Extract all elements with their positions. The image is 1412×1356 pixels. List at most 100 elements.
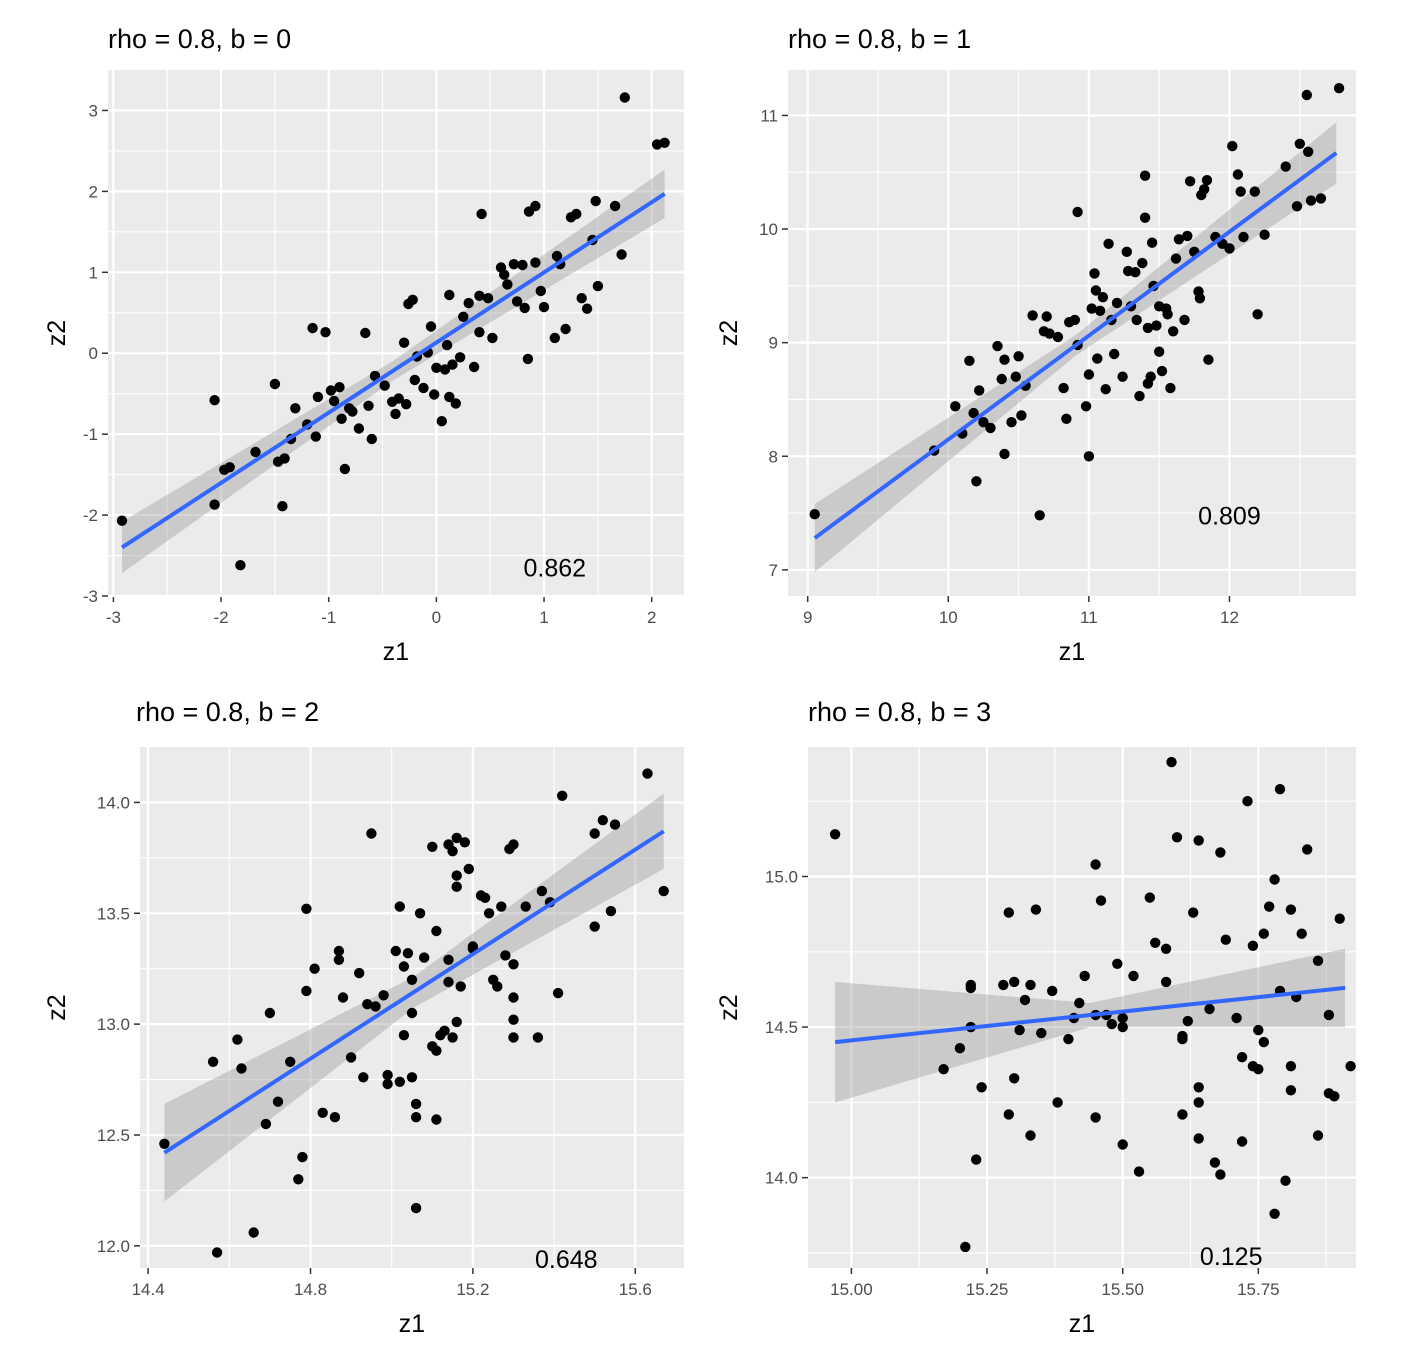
data-point (317, 1107, 328, 1119)
data-point (511, 296, 523, 307)
data-point (1280, 161, 1291, 172)
data-point (427, 841, 438, 852)
data-point (609, 200, 621, 212)
data-point (1389, 907, 1399, 917)
data-point (1160, 976, 1172, 988)
data-point (487, 332, 498, 344)
data-point (1232, 169, 1244, 180)
data-point (536, 885, 548, 897)
data-point (658, 885, 669, 897)
data-point (605, 905, 617, 917)
y-tick-label: 13.0 (97, 1015, 130, 1034)
data-point (1252, 309, 1263, 320)
data-point (1184, 176, 1196, 187)
data-point (1259, 229, 1270, 240)
data-point (1090, 859, 1101, 870)
data-point (535, 285, 546, 297)
y-tick-label: 12.0 (97, 1237, 130, 1256)
data-point (1280, 1175, 1291, 1186)
chart-panel-3: 14.4 14.8 15.2 15.6 12.0 12.5 13.0 13.5 14.0 0.64… (43, 697, 684, 1338)
data-point (1334, 913, 1345, 924)
panel-title: rho = 0.8, b = 2 (136, 697, 319, 727)
data-point (1134, 390, 1145, 402)
x-axis-title: z1 (1059, 638, 1085, 666)
data-point (362, 999, 373, 1010)
data-point (407, 294, 418, 305)
data-point (290, 403, 301, 414)
data-point (1269, 874, 1280, 885)
panel-title: rho = 0.8, b = 1 (788, 24, 971, 54)
data-point (1142, 322, 1154, 334)
x-tick-label: 15.25 (966, 1280, 1009, 1299)
data-point (576, 293, 587, 304)
data-point (1089, 268, 1100, 279)
data-point (508, 1014, 519, 1025)
data-point (496, 901, 507, 912)
data-point (378, 990, 389, 1001)
data-point (1204, 1003, 1215, 1015)
data-point (522, 353, 534, 365)
y-tick-label: 10 (759, 220, 778, 239)
data-point (393, 393, 404, 404)
data-point (1058, 382, 1069, 394)
data-point (1034, 510, 1045, 521)
y-tick-label: 7 (769, 561, 778, 580)
data-point (1188, 907, 1199, 918)
data-point (1247, 940, 1259, 951)
data-point (301, 903, 312, 914)
data-point (211, 1247, 223, 1258)
data-point (551, 250, 563, 262)
data-point (339, 463, 351, 475)
data-point (1047, 985, 1058, 997)
data-point (382, 1078, 393, 1090)
data-point (1154, 346, 1165, 357)
data-point (483, 908, 495, 919)
data-point (1253, 1064, 1264, 1075)
data-point (1303, 146, 1314, 157)
data-point (1378, 883, 1388, 893)
y-axis-title: z2 (715, 320, 743, 346)
data-point (1052, 331, 1064, 343)
data-point (443, 954, 454, 965)
data-point (965, 979, 976, 991)
data-point (1061, 413, 1072, 424)
correlation-annotation: 0.648 (535, 1246, 598, 1274)
data-point (1285, 1085, 1297, 1096)
data-point (1177, 1033, 1188, 1045)
data-point (978, 417, 989, 428)
data-point (1329, 1091, 1340, 1102)
data-point (520, 901, 531, 912)
data-point (1117, 1139, 1128, 1150)
data-point (307, 322, 318, 334)
data-point (1030, 904, 1042, 915)
data-point (1168, 326, 1179, 337)
data-point (1203, 354, 1214, 365)
panel-title: rho = 0.8, b = 0 (108, 24, 291, 54)
data-point (1199, 184, 1210, 195)
data-point (334, 382, 345, 393)
data-point (1333, 83, 1345, 94)
data-point (1258, 1036, 1270, 1048)
x-axis-title: z1 (1069, 1310, 1095, 1338)
data-point (333, 954, 345, 965)
data-point (366, 433, 377, 445)
y-tick-label: 8 (769, 447, 778, 466)
x-tick-label: -2 (213, 608, 228, 627)
data-point (297, 1151, 308, 1163)
data-point (1010, 371, 1021, 382)
data-point (402, 948, 414, 959)
data-point (1224, 243, 1235, 254)
regression-line (163, 829, 665, 1155)
data-point (451, 832, 462, 844)
x-tick-label: 15.00 (830, 1280, 873, 1299)
y-tick-label: 2 (89, 182, 98, 201)
data-point (1041, 311, 1052, 322)
data-point (589, 828, 600, 839)
x-tick-label: 12 (1220, 608, 1239, 627)
data-point (279, 453, 290, 464)
data-point (1097, 292, 1109, 303)
data-point (1209, 1157, 1221, 1168)
data-point (366, 828, 377, 839)
data-point (1323, 1009, 1335, 1021)
data-point (439, 364, 451, 375)
